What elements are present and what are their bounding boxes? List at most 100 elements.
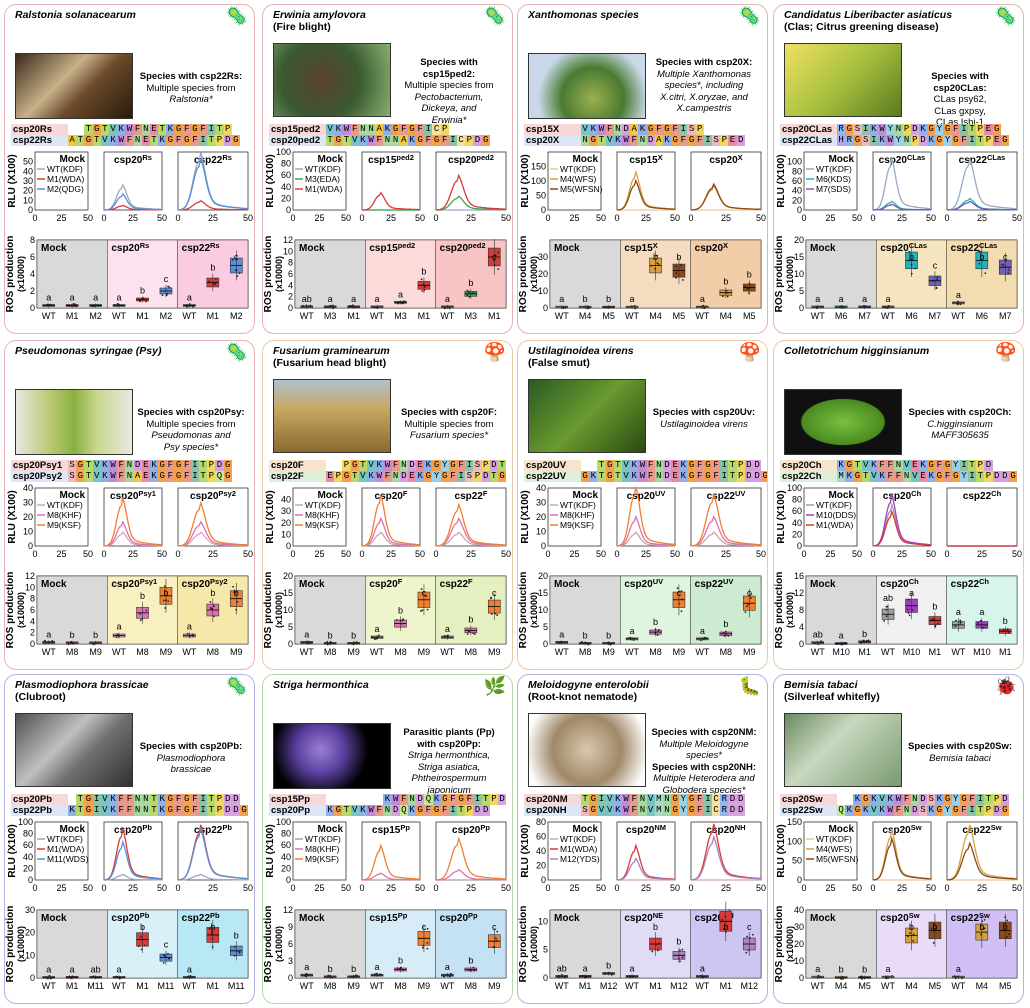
ros-point	[744, 611, 747, 614]
ros-group-label: csp22Ch	[951, 577, 990, 590]
ros-point	[723, 927, 725, 930]
panel-title-species: Plasmodiophora brassicae	[15, 679, 149, 691]
ros-group-label: Mock	[554, 243, 580, 254]
ros-x-tick: M5	[929, 981, 942, 991]
species-info-title: Species with csp20CLas:	[931, 71, 989, 94]
ros-point	[190, 976, 193, 979]
rlu-peptide-label: csp22Sw	[962, 823, 1001, 836]
rlu-x-tick: 0	[359, 213, 364, 223]
ros-point	[606, 306, 608, 309]
ros-point	[446, 973, 449, 976]
ros-y-tick: 8	[30, 594, 35, 604]
rlu-y-tick: 30	[23, 176, 33, 186]
ros-point	[681, 598, 683, 601]
bacterium-icon: 🦠	[225, 342, 248, 362]
peptide-sequence-row: csp20Pp K G T V K W F N D Q K G F G F I T P D D	[269, 805, 490, 816]
ros-point	[609, 306, 612, 309]
ros-y-tick: 6	[30, 605, 35, 615]
rlu-x-tick: 50	[415, 549, 425, 559]
ros-x-tick: WT	[881, 311, 895, 321]
ros-point	[327, 974, 329, 977]
ros-point	[750, 592, 753, 595]
rlu-peptide-label: csp20UV	[627, 489, 666, 502]
residue: G	[440, 794, 449, 805]
ros-x-tick: M10	[832, 647, 850, 657]
ros-point	[982, 627, 985, 629]
rlu-subplot-frame	[547, 487, 602, 547]
residue: W	[877, 124, 887, 135]
residue: W	[375, 471, 384, 482]
residue: C	[432, 124, 441, 135]
ros-group-label: Mock	[299, 913, 325, 924]
peptide-name: csp22UV	[524, 471, 581, 482]
ros-point	[165, 599, 167, 602]
residue: P	[215, 805, 224, 816]
rlu-x-tick: 0	[944, 213, 949, 223]
residue: T	[728, 471, 737, 482]
rlu-x-tick: 0	[175, 883, 180, 893]
panel-title: Xanthomonas species	[528, 9, 639, 21]
rlu-x-tick: 50	[341, 883, 351, 893]
residue: G	[350, 460, 359, 471]
ros-y-tick: 16	[794, 571, 804, 581]
ros-point	[473, 969, 476, 972]
ros-point	[727, 635, 730, 637]
residue: W	[638, 471, 647, 482]
ros-x-tick: WT	[811, 311, 825, 321]
ros-point	[443, 635, 446, 637]
ros-point	[560, 973, 563, 976]
species-info-line: Dickeya, and	[421, 103, 477, 114]
rlu-y-tick: 60	[281, 170, 291, 180]
rlu-curve	[616, 531, 675, 547]
residue: T	[76, 135, 85, 146]
ros-point	[725, 633, 728, 636]
ros-point	[863, 976, 866, 979]
significance-letter: a	[375, 624, 380, 634]
ros-x-tick: M9	[488, 647, 501, 657]
residue: G	[182, 794, 191, 805]
ros-y-tick: 0	[30, 973, 35, 983]
ros-point	[936, 622, 939, 625]
ros-point	[44, 639, 46, 642]
residue: K	[68, 805, 77, 816]
residue: F	[902, 794, 911, 805]
residue: H	[837, 135, 846, 146]
ros-x-tick: M4	[720, 311, 733, 321]
rlu-x-tick: 0	[433, 883, 438, 893]
ros-point	[372, 636, 375, 639]
rlu-x-tick: 0	[688, 213, 693, 223]
rlu-curve	[103, 192, 162, 211]
residue: V	[910, 471, 919, 482]
residue: G	[671, 135, 680, 146]
residue: T	[326, 135, 335, 146]
rlu-y-tick: 30	[23, 498, 33, 508]
ros-point	[705, 637, 707, 639]
residue: V	[869, 805, 878, 816]
residue: N	[638, 794, 647, 805]
residue: K	[108, 805, 118, 816]
ros-point	[675, 265, 678, 268]
residue: K	[407, 135, 417, 146]
residue: K	[613, 135, 622, 146]
significance-letter: a	[187, 964, 192, 974]
residue: Y	[432, 471, 441, 482]
ros-axis-label: ROS production	[518, 572, 529, 649]
ros-point	[167, 952, 169, 955]
ros-axis-unit: (x10000)	[529, 256, 539, 292]
ros-point	[97, 304, 99, 306]
peptide-sequence-row: csp20Psy2 S G T V K W F N A E K G F G F I T P Q G	[11, 471, 232, 482]
ros-group-label: Mock	[810, 913, 836, 924]
residue: V	[358, 471, 367, 482]
ros-point	[140, 948, 143, 951]
rlu-x-tick: 25	[569, 549, 579, 559]
rlu-x-tick: 25	[721, 883, 731, 893]
rlu-x-tick: 25	[721, 549, 731, 559]
ros-point	[907, 935, 909, 938]
residue: I	[869, 135, 878, 146]
significance-letter: a	[559, 294, 564, 304]
residue: A	[68, 135, 77, 146]
peptide-sequence-row: csp20F P G T V K W F N D E K G Y G F I S P D T	[269, 460, 507, 471]
significance-letter: b	[351, 630, 356, 640]
